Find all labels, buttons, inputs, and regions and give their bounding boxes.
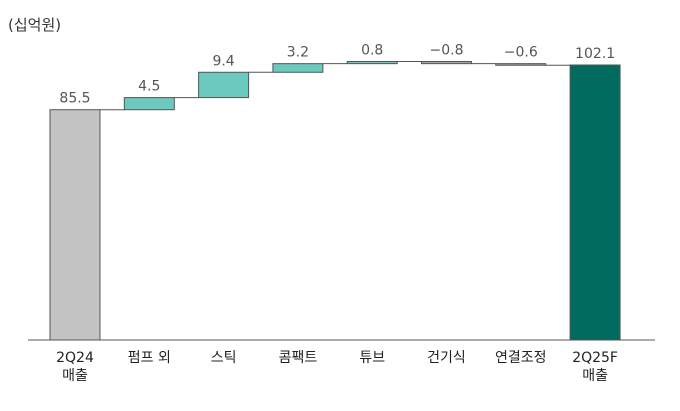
bar-5 xyxy=(421,60,472,65)
value-label-1: 4.5 xyxy=(138,79,160,95)
bar-6 xyxy=(495,63,547,66)
connector-lines xyxy=(100,60,571,111)
value-label-7: 102.1 xyxy=(575,46,615,62)
value-label-5: −0.8 xyxy=(430,42,464,58)
value-labels: 85.5 4.5 9.4 3.2 0.8 −0.8 −0.6 102.1 xyxy=(59,42,615,106)
value-label-4: 0.8 xyxy=(361,42,383,58)
category-label-7: 2Q25F 매출 xyxy=(572,350,618,384)
bar-0 xyxy=(49,109,101,341)
bar-3 xyxy=(272,63,324,73)
category-label-4: 튜브 xyxy=(359,350,385,366)
category-labels: 2Q24 매출 펌프 외 스틱 콤팩트 튜브 건기식 연결조정 2Q25F 매출 xyxy=(56,350,618,384)
category-label-6: 연결조정 xyxy=(495,350,547,366)
bar-7 xyxy=(569,64,621,341)
bar-4 xyxy=(346,60,398,65)
value-label-3: 3.2 xyxy=(287,45,309,61)
bar-2 xyxy=(198,71,250,99)
value-label-2: 9.4 xyxy=(212,53,234,69)
bars xyxy=(49,60,621,341)
value-label-0: 85.5 xyxy=(59,91,90,107)
category-label-1: 펌프 외 xyxy=(128,350,171,366)
category-label-3: 콤팩트 xyxy=(279,350,318,366)
unit-label: (십억원) xyxy=(8,16,62,34)
category-label-0: 2Q24 매출 xyxy=(56,350,94,384)
category-label-5: 건기식 xyxy=(427,350,466,366)
value-label-6: −0.6 xyxy=(504,45,538,61)
bar-1 xyxy=(123,97,175,111)
category-label-2: 스틱 xyxy=(211,350,237,366)
